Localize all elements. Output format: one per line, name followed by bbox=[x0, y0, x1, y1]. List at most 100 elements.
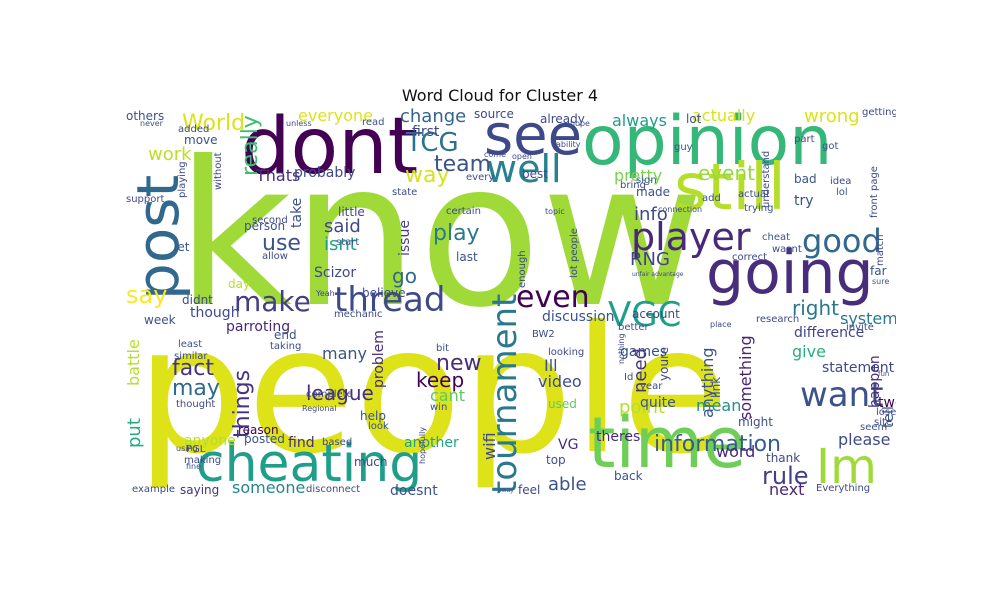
word-find: find bbox=[288, 435, 315, 451]
word-theres: theres bbox=[596, 429, 641, 445]
word-win: win bbox=[430, 402, 448, 413]
word-cheat: cheat bbox=[762, 232, 791, 243]
word-bw2: BW2 bbox=[532, 329, 555, 340]
word-part: part bbox=[794, 134, 815, 145]
word-wrong: wrong bbox=[804, 108, 860, 127]
word-going: going bbox=[706, 238, 874, 308]
word-pretty: pretty bbox=[614, 166, 663, 185]
word-people: people bbox=[136, 290, 730, 493]
word-sure: sure bbox=[872, 277, 890, 286]
word-best: best bbox=[522, 167, 548, 181]
word-back: back bbox=[614, 469, 643, 483]
word-lot: lot bbox=[686, 112, 702, 126]
word-say: say bbox=[126, 281, 168, 309]
word-place: place bbox=[710, 320, 732, 329]
word-parroting: parroting bbox=[226, 319, 291, 335]
word-made: made bbox=[636, 185, 671, 199]
word-ability: ability bbox=[556, 140, 581, 149]
word-front-page: front page bbox=[869, 166, 880, 218]
word-point: point bbox=[619, 397, 665, 418]
word-state: state bbox=[392, 187, 418, 198]
word-guy: guy bbox=[674, 142, 693, 153]
word-even: even bbox=[516, 280, 590, 315]
word-rule: rule bbox=[762, 462, 809, 490]
word-vg: VG bbox=[558, 437, 579, 453]
word-thank: thank bbox=[766, 451, 801, 465]
word-take: take bbox=[289, 197, 305, 228]
word-bit: bit bbox=[436, 343, 450, 354]
word-always: always bbox=[612, 111, 667, 130]
word-second: second bbox=[252, 215, 288, 226]
word-day: day bbox=[228, 277, 251, 291]
word-sign: sign bbox=[636, 175, 657, 186]
word-change: change bbox=[400, 108, 467, 127]
word-well: well bbox=[486, 147, 562, 191]
word-tcg: TCG bbox=[406, 128, 459, 158]
word-league: league bbox=[306, 381, 374, 405]
word-start: start bbox=[336, 237, 360, 248]
word-invite: invite bbox=[846, 322, 874, 333]
word-used: used bbox=[548, 397, 577, 411]
word-link: link bbox=[709, 376, 723, 398]
word-getting: getting bbox=[862, 108, 896, 118]
word-year: year bbox=[640, 381, 663, 392]
word-move: move bbox=[184, 133, 218, 147]
word-im: Im bbox=[816, 439, 877, 495]
word-source: source bbox=[474, 108, 514, 121]
word-video: video bbox=[538, 372, 582, 391]
word-discussion: discussion bbox=[542, 309, 615, 325]
word-may: may bbox=[172, 376, 220, 401]
word-research: research bbox=[756, 314, 800, 325]
word-never: never bbox=[140, 119, 163, 128]
word-put: put bbox=[126, 418, 145, 448]
word-saying: saying bbox=[180, 483, 220, 497]
word-idea: idea bbox=[830, 176, 852, 187]
word-information: information bbox=[654, 432, 781, 457]
word-games: games bbox=[620, 344, 668, 360]
word-lol: lol bbox=[836, 187, 848, 198]
word-statement: statement bbox=[822, 360, 895, 376]
word-unless: unless bbox=[286, 119, 312, 128]
word-actual: actual bbox=[738, 189, 769, 200]
word-nothing: nothing bbox=[617, 333, 626, 364]
word-want: want bbox=[800, 375, 884, 415]
word-fine: fine bbox=[186, 462, 202, 471]
word-youre: youre bbox=[657, 346, 671, 381]
word-thought: thought bbox=[176, 399, 216, 410]
word-without: without bbox=[213, 152, 224, 190]
word-system: system bbox=[840, 309, 896, 328]
word-didnt: didnt bbox=[182, 293, 213, 307]
word-pgl: PGL bbox=[186, 444, 206, 455]
word-site: site bbox=[874, 417, 893, 428]
word-little: little bbox=[338, 205, 365, 219]
word-isnt: isnt bbox=[324, 234, 357, 255]
word-first: first bbox=[412, 124, 440, 140]
word-difference: difference bbox=[794, 325, 865, 341]
word-battle: battle bbox=[126, 339, 143, 386]
word-everything: Everything bbox=[816, 483, 871, 494]
word-got: got bbox=[822, 141, 839, 152]
word-example: example bbox=[132, 484, 176, 495]
word-seem: seem bbox=[860, 422, 888, 433]
word-word: word bbox=[716, 442, 756, 461]
word-event: event bbox=[698, 161, 755, 185]
word-believe: believe bbox=[362, 286, 406, 300]
word-come: come bbox=[484, 150, 507, 159]
word-team: team bbox=[434, 152, 492, 177]
word-know: know bbox=[176, 119, 705, 352]
word-correct: correct bbox=[732, 252, 768, 263]
word-work: work bbox=[148, 144, 192, 165]
word-many: many bbox=[322, 344, 367, 363]
word-good: good bbox=[802, 222, 882, 260]
word-rng: RNG bbox=[630, 249, 670, 270]
word-wasnt: wasnt bbox=[772, 244, 802, 255]
word-play: play bbox=[433, 221, 480, 246]
word-give: give bbox=[792, 342, 826, 361]
word-cheating: cheating bbox=[196, 434, 423, 494]
word-info: info bbox=[634, 204, 668, 225]
word-dont: dont bbox=[241, 108, 419, 192]
word-based: based bbox=[322, 437, 353, 448]
word-far: far bbox=[870, 264, 887, 278]
word-see: see bbox=[484, 108, 583, 168]
